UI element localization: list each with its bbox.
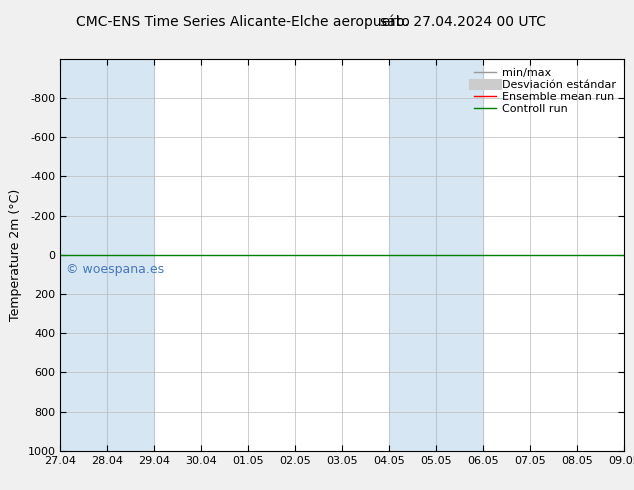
Bar bbox=[107, 59, 154, 451]
Text: CMC-ENS Time Series Alicante-Elche aeropuerto: CMC-ENS Time Series Alicante-Elche aerop… bbox=[76, 15, 410, 29]
Text: © woespana.es: © woespana.es bbox=[66, 263, 164, 276]
Bar bbox=[389, 59, 436, 451]
Text: sáb. 27.04.2024 00 UTC: sáb. 27.04.2024 00 UTC bbox=[380, 15, 547, 29]
Legend: min/max, Desviación estándar, Ensemble mean run, Controll run: min/max, Desviación estándar, Ensemble m… bbox=[470, 64, 619, 118]
Bar bbox=[436, 59, 483, 451]
Bar bbox=[60, 59, 107, 451]
Y-axis label: Temperature 2m (°C): Temperature 2m (°C) bbox=[9, 189, 22, 321]
